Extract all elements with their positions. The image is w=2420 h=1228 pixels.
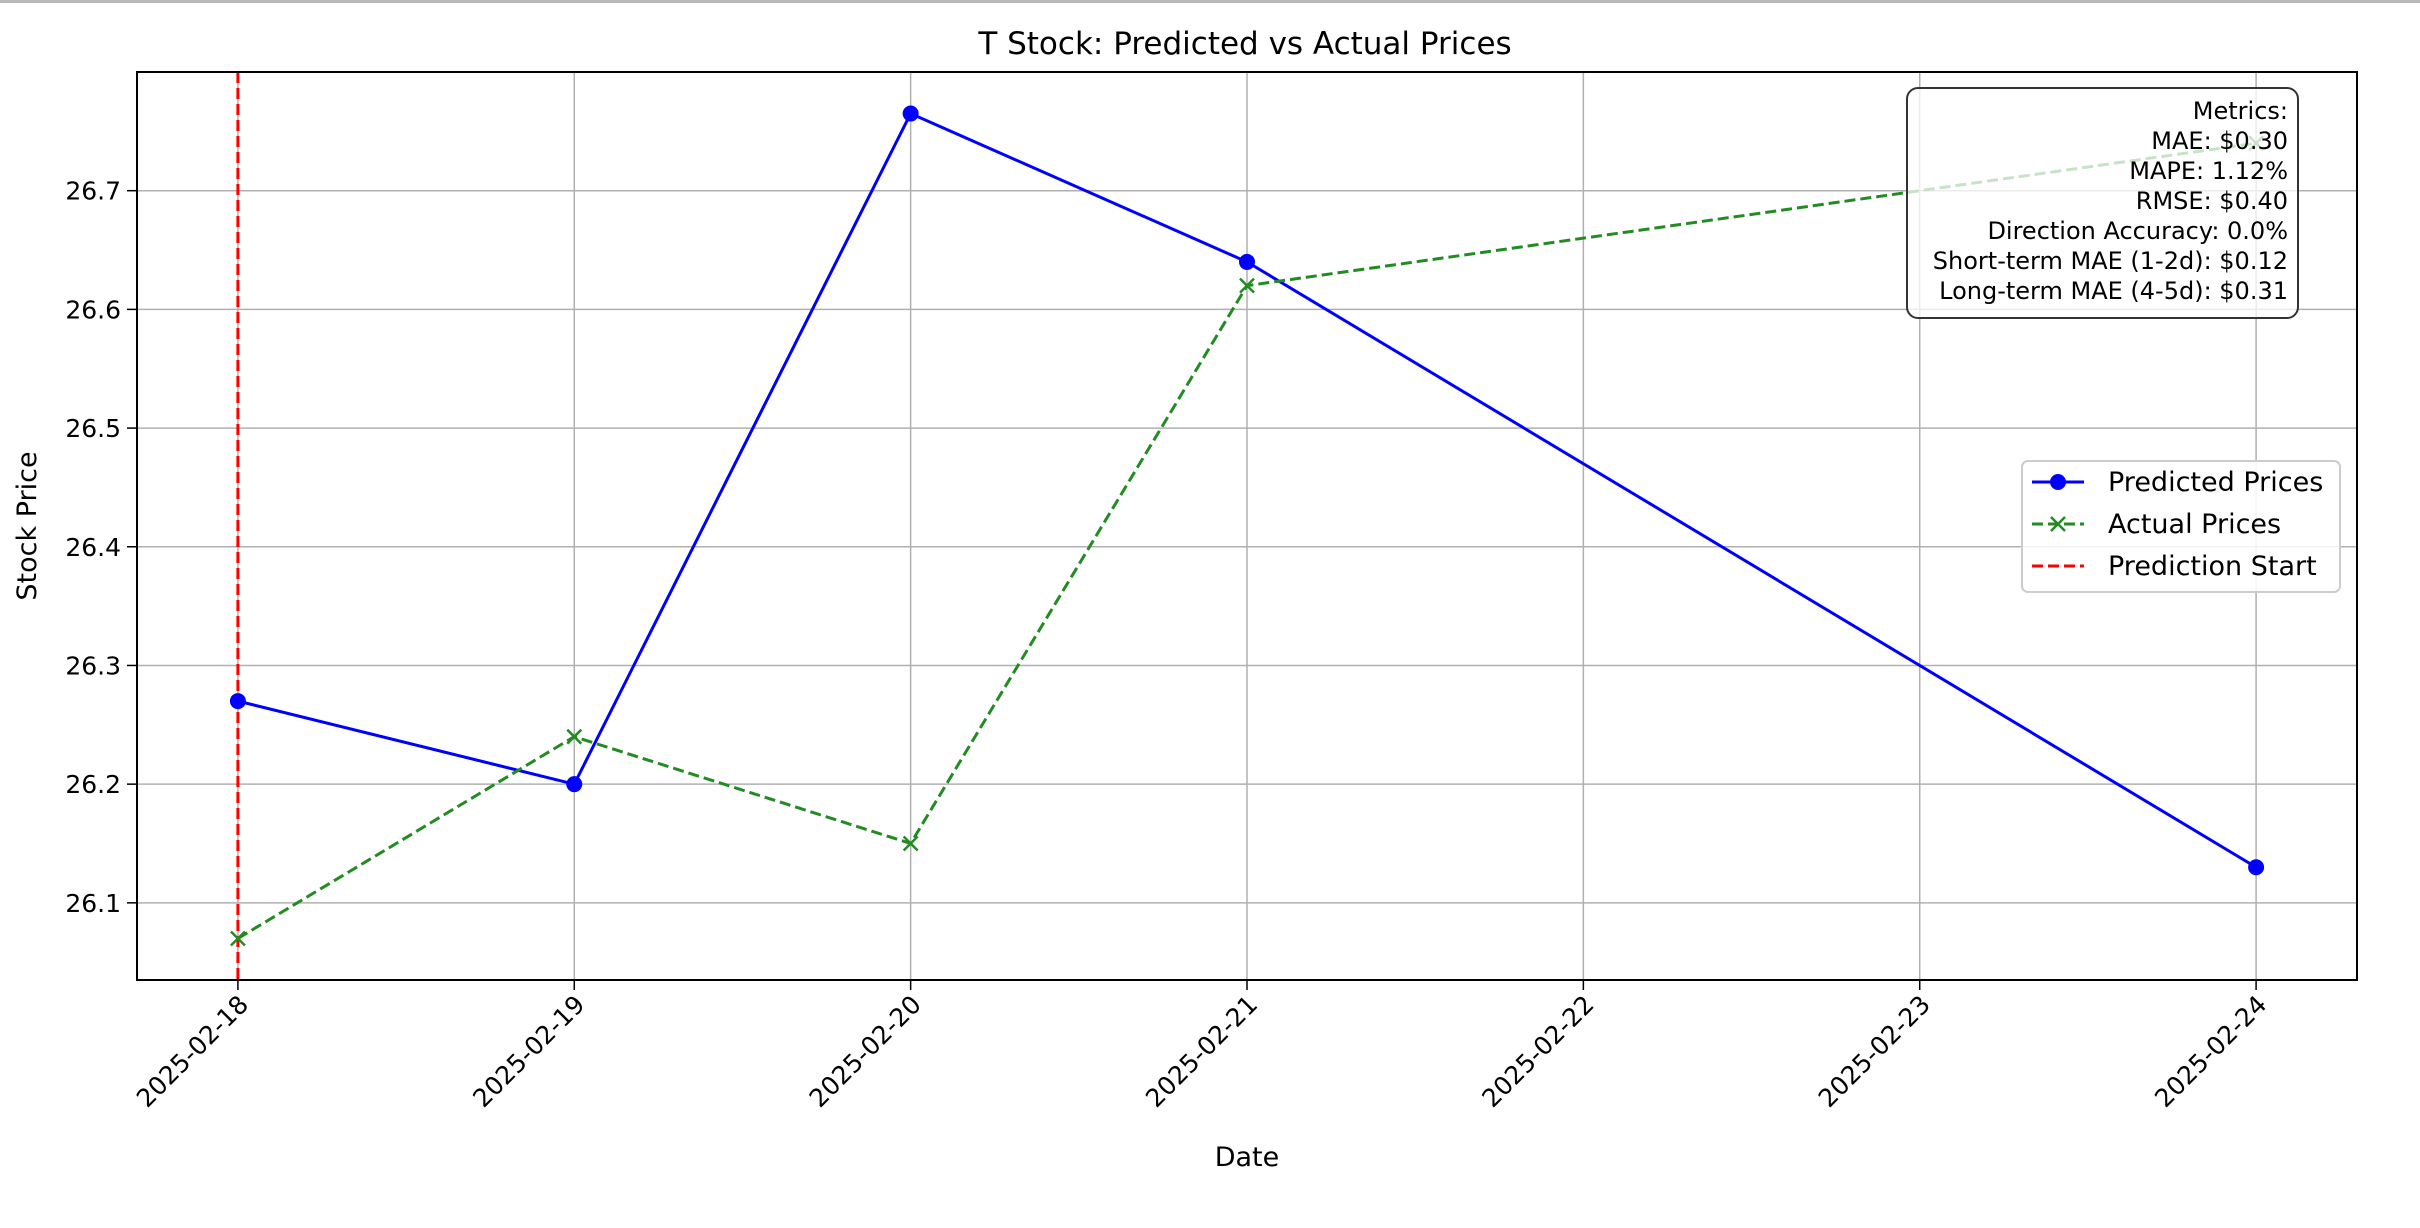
metrics-line: Short-term MAE (1-2d): $0.12 — [1933, 247, 2288, 275]
data-point — [229, 693, 246, 710]
y-tick-label: 26.6 — [65, 295, 121, 324]
y-axis-ticks: 26.1 26.2 26.3 26.4 26.5 26.6 26.7 — [65, 177, 137, 918]
y-tick-label: 26.3 — [65, 651, 121, 680]
data-point — [2248, 859, 2265, 876]
metrics-line: Metrics: — [2193, 97, 2288, 125]
series-actual — [230, 135, 2264, 947]
y-tick-label: 26.1 — [65, 889, 121, 918]
x-axis-label: Date — [1215, 1142, 1280, 1173]
data-point — [230, 930, 246, 947]
x-tick-label: 2025-02-21 — [1140, 990, 1263, 1113]
data-point — [902, 105, 919, 122]
metrics-line: MAPE: 1.12% — [2129, 157, 2288, 185]
data-point — [1239, 253, 1255, 270]
series-layer — [229, 105, 2265, 947]
x-tick-label: 2025-02-24 — [2149, 990, 2272, 1113]
legend: Predicted Prices Actual Prices Predictio… — [2021, 460, 2341, 593]
data-point — [902, 835, 919, 852]
x-tick-label: 2025-02-19 — [467, 990, 590, 1113]
legend-item-actual: Actual Prices — [2032, 509, 2281, 540]
y-tick-label: 26.5 — [65, 414, 121, 443]
data-point — [566, 776, 583, 793]
legend-label-prediction-start: Prediction Start — [2108, 551, 2317, 582]
metrics-line: RMSE: $0.40 — [2136, 187, 2288, 215]
y-tick-label: 26.7 — [65, 177, 121, 206]
top-border — [0, 0, 2420, 3]
legend-item-predicted: Predicted Prices — [2032, 467, 2323, 498]
metrics-line: Long-term MAE (4-5d): $0.31 — [1939, 277, 2288, 305]
series-predicted — [229, 105, 2265, 876]
metrics-box: Metrics: MAE: $0.30 MAPE: 1.12% RMSE: $0.40… — [1906, 87, 2299, 319]
legend-label-predicted: Predicted Prices — [2108, 467, 2323, 498]
data-point — [566, 728, 583, 745]
y-tick-label: 26.4 — [65, 533, 121, 562]
x-tick-label: 2025-02-20 — [804, 990, 927, 1113]
x-axis-ticks: 2025-02-18 2025-02-19 2025-02-20 2025-02-21… — [131, 980, 2272, 1113]
chart-title: T Stock: Predicted vs Actual Prices — [977, 26, 1511, 62]
x-tick-label: 2025-02-18 — [131, 990, 254, 1113]
data-point — [1239, 277, 1255, 294]
legend-item-prediction-start: Prediction Start — [2032, 551, 2317, 582]
metrics-text: Metrics: MAE: $0.30 MAPE: 1.12% RMSE: $0.40… — [1933, 97, 2288, 305]
metrics-line: Direction Accuracy: 0.0% — [1987, 217, 2288, 245]
x-tick-label: 2025-02-22 — [1476, 990, 1599, 1113]
legend-label-actual: Actual Prices — [2108, 509, 2281, 540]
y-tick-label: 26.2 — [65, 770, 121, 799]
x-tick-label: 2025-02-23 — [1813, 990, 1936, 1113]
y-axis-label: Stock Price — [12, 451, 43, 600]
metrics-line: MAE: $0.30 — [2151, 127, 2288, 155]
